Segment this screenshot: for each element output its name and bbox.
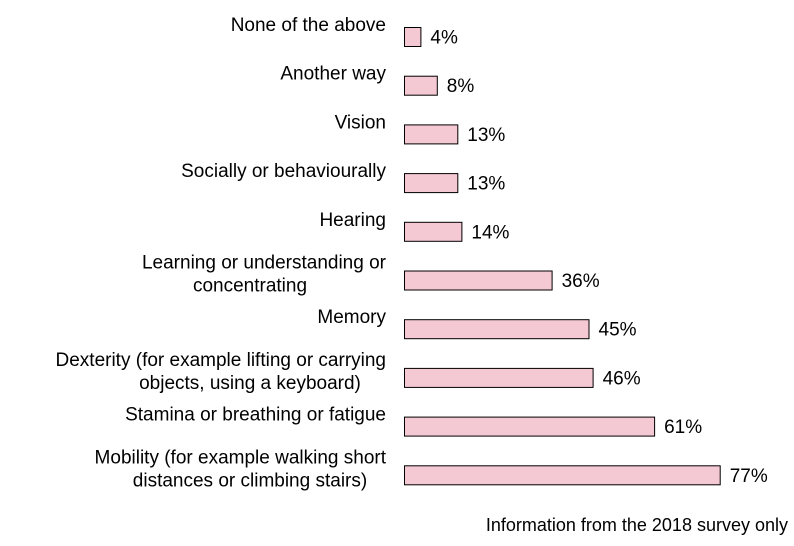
data-label-8: 61% bbox=[664, 417, 702, 438]
category-label-1: Another way bbox=[280, 64, 386, 85]
bar-9 bbox=[404, 465, 721, 486]
data-label-4: 14% bbox=[471, 222, 509, 243]
data-label-0: 4% bbox=[430, 28, 458, 49]
category-label-8: Stamina or breathing or fatigue bbox=[125, 405, 386, 426]
bar-4 bbox=[404, 221, 463, 242]
data-label-7: 46% bbox=[603, 368, 641, 389]
category-label-2: Vision bbox=[335, 112, 386, 133]
category-label-7: Dexterity (for example lifting or carryi… bbox=[56, 350, 387, 394]
category-label-5: Learning or understanding or concentratin… bbox=[142, 253, 387, 297]
data-label-9: 77% bbox=[730, 466, 768, 487]
category-label-3: Socially or behaviourally bbox=[181, 161, 386, 182]
data-label-6: 45% bbox=[599, 320, 637, 341]
bar-0 bbox=[404, 27, 422, 47]
category-label-9: Mobility (for example walking short dista… bbox=[95, 447, 387, 491]
bar-7 bbox=[404, 367, 594, 388]
data-label-2: 13% bbox=[467, 125, 505, 146]
bar-8 bbox=[404, 416, 656, 437]
bar-2 bbox=[404, 124, 459, 145]
footnote: Information from the 2018 survey only bbox=[485, 515, 788, 535]
data-label-3: 13% bbox=[467, 174, 505, 195]
category-label-0: None of the above bbox=[231, 15, 386, 36]
category-label-6: Memory bbox=[317, 307, 386, 328]
bar-3 bbox=[404, 173, 459, 194]
data-label-5: 36% bbox=[562, 271, 600, 292]
bar-1 bbox=[404, 75, 438, 96]
category-label-4: Hearing bbox=[319, 210, 386, 231]
bar-5 bbox=[404, 270, 553, 291]
data-label-1: 8% bbox=[447, 76, 475, 97]
bar-6 bbox=[404, 319, 590, 340]
